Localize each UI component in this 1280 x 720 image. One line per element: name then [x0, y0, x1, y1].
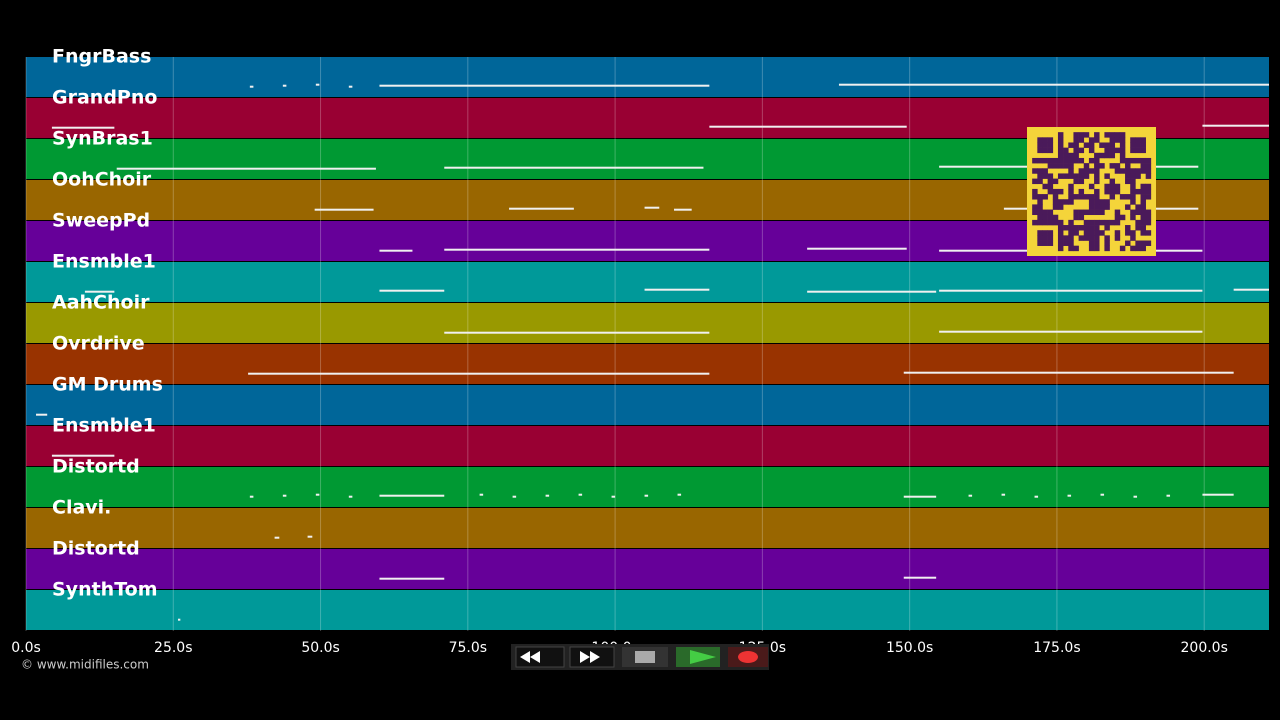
track-band — [26, 262, 1269, 302]
note — [249, 85, 254, 88]
note — [939, 289, 1203, 292]
note — [314, 208, 374, 211]
track-label: Ovrdrive — [52, 333, 145, 355]
track-label: GrandPno — [52, 87, 157, 109]
track-label: GM Drums — [52, 374, 163, 396]
note — [444, 248, 710, 251]
note — [379, 494, 445, 497]
note — [807, 290, 937, 293]
track-band — [26, 467, 1269, 507]
forward-button[interactable] — [569, 646, 615, 668]
grid — [25, 57, 1205, 631]
track-label: Distortd — [52, 538, 140, 560]
note — [177, 618, 181, 621]
note — [838, 83, 1269, 86]
note — [1133, 495, 1138, 498]
track-band — [26, 57, 1269, 97]
note — [644, 494, 649, 497]
note — [348, 85, 353, 88]
track-label: AahChoir — [52, 292, 150, 314]
stop-button[interactable] — [622, 647, 668, 667]
note — [1001, 493, 1006, 496]
record-button[interactable] — [728, 647, 768, 667]
note — [644, 206, 660, 209]
track-label: Ensmble1 — [52, 415, 156, 437]
track-band — [26, 590, 1269, 630]
note — [1100, 493, 1105, 496]
note — [644, 288, 710, 291]
note — [282, 494, 287, 497]
track-label: SynthTom — [52, 579, 158, 601]
track-label: SynBras1 — [52, 128, 153, 150]
note — [116, 167, 376, 170]
note — [274, 536, 280, 539]
note — [51, 454, 115, 457]
tick-label: 50.0s — [301, 640, 339, 656]
note — [379, 289, 445, 292]
note — [348, 495, 353, 498]
note — [677, 493, 682, 496]
note — [968, 494, 973, 497]
tick-label: 200.0s — [1181, 640, 1228, 656]
note — [248, 372, 710, 375]
note — [611, 495, 616, 498]
track-band — [26, 385, 1269, 425]
note — [903, 576, 937, 579]
transport-controls — [511, 644, 769, 670]
note — [1067, 494, 1072, 497]
note — [512, 495, 517, 498]
note — [1034, 495, 1039, 498]
note — [903, 495, 937, 498]
track-band — [26, 303, 1269, 343]
qr-code — [1027, 127, 1156, 256]
track-label: FngrBass — [52, 46, 151, 68]
track-band — [26, 426, 1269, 466]
track-label: OohChoir — [52, 169, 152, 191]
note — [282, 84, 287, 87]
note — [709, 125, 907, 128]
rewind-button[interactable] — [515, 646, 565, 668]
note — [903, 371, 1234, 374]
note — [249, 495, 254, 498]
note — [674, 208, 692, 211]
tick-label: 150.0s — [886, 640, 933, 656]
tick-label: 175.0s — [1033, 640, 1080, 656]
note — [379, 249, 413, 252]
note — [1202, 493, 1234, 496]
copyright: © www.midifiles.com — [21, 658, 149, 672]
note — [545, 494, 550, 497]
note — [479, 493, 484, 496]
note — [51, 126, 115, 129]
note — [1166, 494, 1171, 497]
note — [379, 577, 445, 580]
note — [444, 166, 704, 169]
tick-label: 0.0s — [11, 640, 41, 656]
track-labels: FngrBass GrandPno SynBras1 OohChoir SweepPd E… — [52, 46, 163, 601]
note — [315, 83, 320, 86]
note — [379, 84, 710, 87]
play-button[interactable] — [676, 647, 720, 667]
track-label: Distortd — [52, 456, 140, 478]
track-label: Ensmble1 — [52, 251, 156, 273]
note — [807, 247, 907, 250]
track-band — [26, 508, 1269, 548]
note — [509, 207, 574, 210]
note — [444, 331, 710, 334]
tick-label: 75.0s — [449, 640, 487, 656]
note — [36, 413, 48, 416]
track-label: SweepPd — [52, 210, 150, 232]
tick-label: 25.0s — [154, 640, 192, 656]
track-band — [26, 344, 1269, 384]
track-label: Clavi. — [52, 497, 111, 519]
note — [939, 330, 1203, 333]
note — [315, 493, 320, 496]
note — [578, 493, 583, 496]
note — [84, 290, 115, 293]
track-band — [26, 549, 1269, 589]
note — [307, 535, 313, 538]
note — [1202, 124, 1269, 127]
note — [1233, 288, 1269, 291]
